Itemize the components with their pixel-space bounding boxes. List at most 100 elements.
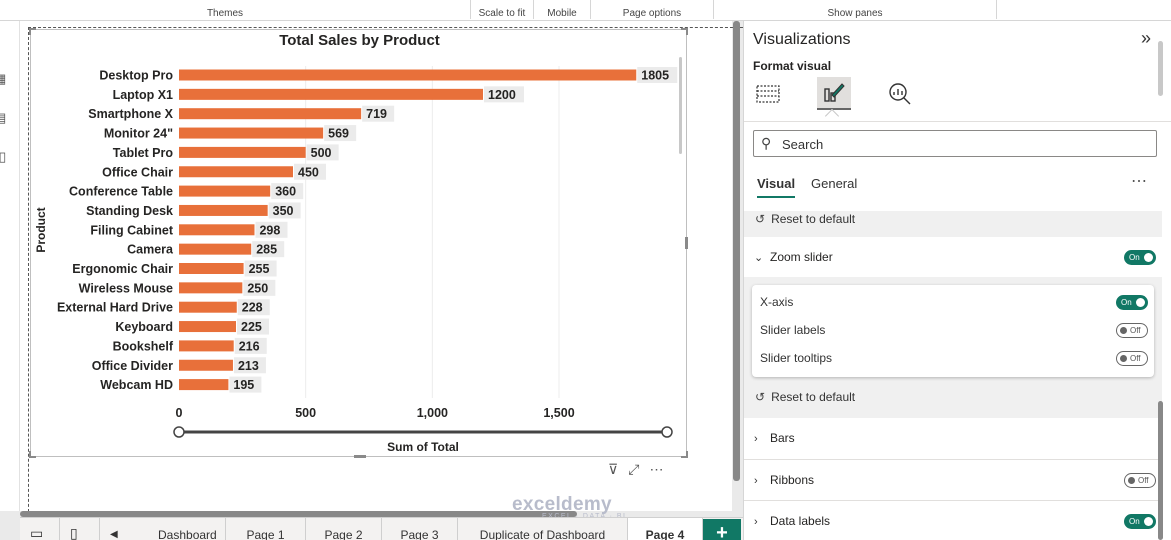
data-label-background bbox=[306, 144, 339, 161]
bar bbox=[179, 282, 243, 294]
search-box[interactable]: ⚲ bbox=[753, 130, 1157, 157]
category-label: Keyboard bbox=[115, 320, 173, 334]
focus-mode-icon[interactable]: ⤢ bbox=[628, 461, 640, 477]
data-label: 298 bbox=[259, 223, 280, 237]
data-label-background bbox=[255, 221, 288, 238]
add-page-button[interactable]: + bbox=[703, 519, 741, 540]
section-zoom-slider[interactable]: ⌄ Zoom slider On bbox=[744, 237, 1162, 277]
bar bbox=[179, 204, 268, 216]
resize-corner[interactable] bbox=[29, 28, 36, 35]
tab-page-4[interactable]: Page 4 bbox=[628, 518, 703, 540]
bar bbox=[179, 146, 306, 158]
data-label-background bbox=[271, 183, 304, 200]
mobile-layout-icon[interactable]: ▯ bbox=[60, 518, 100, 540]
resize-handle-bottom[interactable] bbox=[354, 455, 366, 458]
pane-scrollbar[interactable] bbox=[1158, 401, 1163, 540]
page-outline bbox=[28, 27, 748, 527]
reset-to-default-link[interactable]: ↺ Reset to default bbox=[755, 212, 855, 226]
section-bars[interactable]: › Bars bbox=[744, 418, 1162, 458]
resize-corner[interactable] bbox=[29, 451, 36, 458]
slider-tooltips-toggle[interactable]: Off bbox=[1116, 351, 1148, 366]
data-label-background bbox=[252, 241, 285, 258]
ribbon-separator bbox=[713, 0, 714, 19]
bar-chart-visual[interactable]: Total Sales by Product Desktop Pro 1805 La… bbox=[29, 28, 688, 458]
category-label: Ergonomic Chair bbox=[72, 262, 173, 276]
canvas-vertical-scrollbar[interactable] bbox=[733, 21, 740, 481]
tab-page-2[interactable]: Page 2 bbox=[306, 518, 382, 540]
category-label: Office Chair bbox=[102, 165, 173, 179]
resize-corner[interactable] bbox=[681, 28, 688, 35]
tab-duplicate-of-dashboard[interactable]: Duplicate of Dashboard bbox=[458, 518, 628, 540]
x-axis-toggle[interactable]: On bbox=[1116, 295, 1148, 310]
more-options-icon[interactable]: ⋯ bbox=[1131, 173, 1148, 190]
canvas-horizontal-scrollbar[interactable] bbox=[20, 511, 577, 517]
reset-to-default-link[interactable]: ↺ Reset to default bbox=[755, 390, 855, 404]
ribbon-group-page-options[interactable]: Page options bbox=[622, 8, 682, 19]
x-tick-label: 0 bbox=[176, 406, 183, 420]
ribbon-group-scale-to-fit[interactable]: Scale to fit bbox=[478, 8, 526, 19]
pane-divider bbox=[744, 121, 1171, 122]
section-data-labels[interactable]: › Data labels On bbox=[744, 500, 1162, 540]
chart-scrollbar[interactable] bbox=[679, 57, 682, 154]
tab-dashboard[interactable]: Dashboard bbox=[148, 518, 226, 540]
bar bbox=[179, 224, 255, 236]
format-visual-icon[interactable] bbox=[817, 77, 851, 110]
tab-visual[interactable]: Visual bbox=[757, 176, 796, 191]
more-options-icon[interactable]: ⋯ bbox=[649, 461, 664, 477]
option-x-axis-label: X-axis bbox=[760, 295, 794, 309]
x-axis-title: Sum of Total bbox=[387, 440, 459, 454]
data-label: 216 bbox=[239, 339, 260, 353]
analytics-icon[interactable] bbox=[883, 77, 917, 110]
tab-general[interactable]: General bbox=[811, 176, 858, 191]
resize-corner[interactable] bbox=[681, 451, 688, 458]
zoom-slider-handle-left[interactable] bbox=[173, 426, 185, 438]
data-label-background bbox=[229, 376, 262, 393]
chevron-right-icon: › bbox=[754, 516, 758, 528]
data-label-background bbox=[637, 67, 678, 83]
tab-page-3[interactable]: Page 3 bbox=[382, 518, 458, 540]
category-label: Camera bbox=[127, 243, 174, 257]
tab-scroll-left-icon[interactable]: ◀ bbox=[110, 529, 118, 540]
pane-scrollbar-top[interactable] bbox=[1158, 41, 1163, 96]
visual-header-tools: ⊽ ⤢ ⋯ bbox=[608, 461, 663, 478]
slider-labels-toggle[interactable]: Off bbox=[1116, 323, 1148, 338]
ribbon-group-show-panes[interactable]: Show panes bbox=[827, 8, 883, 19]
ribbon-group-themes[interactable]: Themes bbox=[206, 8, 244, 19]
filter-icon[interactable]: ⊽ bbox=[608, 461, 619, 477]
page-tabs: ▭ ▯ ◀ Dashboard Page 1 Page 2 Page 3 Dup… bbox=[20, 517, 745, 540]
ribbon: Themes Scale to fit Mobile Page options … bbox=[0, 0, 1171, 21]
model-view-icon[interactable]: ▤ bbox=[0, 110, 7, 125]
watermark-main: exceldemy bbox=[512, 494, 612, 515]
data-label: 719 bbox=[366, 107, 387, 121]
report-view-icon[interactable]: ▮ bbox=[0, 33, 8, 47]
data-labels-toggle[interactable]: On bbox=[1124, 514, 1156, 529]
y-axis-title: Product bbox=[34, 207, 48, 252]
table-view-icon[interactable]: ▦ bbox=[0, 71, 7, 86]
data-label: 250 bbox=[247, 281, 268, 295]
ribbons-label: Ribbons bbox=[770, 473, 815, 487]
data-label-background bbox=[243, 279, 276, 296]
category-label: Conference Table bbox=[69, 185, 173, 199]
data-label-background bbox=[233, 357, 266, 374]
zoom-slider-toggle[interactable]: On bbox=[1124, 250, 1156, 265]
desktop-layout-icon[interactable]: ▭ bbox=[20, 518, 60, 540]
search-input[interactable] bbox=[782, 135, 1142, 153]
ribbon-group-mobile[interactable]: Mobile bbox=[547, 8, 577, 19]
resize-handle-right[interactable] bbox=[685, 237, 688, 249]
bar bbox=[179, 88, 483, 100]
data-label-background bbox=[362, 105, 395, 122]
category-label: Wireless Mouse bbox=[79, 281, 173, 295]
category-label: Smartphone X bbox=[88, 107, 173, 121]
view-switcher: ▮ ▦ ▤ ◫ bbox=[0, 21, 20, 511]
tab-page-1[interactable]: Page 1 bbox=[226, 518, 306, 540]
zoom-slider-handle-right[interactable] bbox=[661, 426, 673, 438]
collapse-pane-icon[interactable]: » bbox=[1141, 28, 1152, 48]
dax-query-view-icon[interactable]: ◫ bbox=[0, 149, 7, 164]
chevron-right-icon: › bbox=[754, 433, 758, 445]
section-label: › Data labels bbox=[754, 514, 830, 528]
category-label: Filing Cabinet bbox=[90, 223, 173, 237]
section-label: ⌄ Zoom slider bbox=[754, 250, 833, 264]
ribbons-toggle[interactable]: Off bbox=[1124, 473, 1156, 488]
build-visual-icon[interactable] bbox=[751, 77, 785, 110]
section-ribbons[interactable]: › Ribbons Off bbox=[744, 459, 1162, 499]
